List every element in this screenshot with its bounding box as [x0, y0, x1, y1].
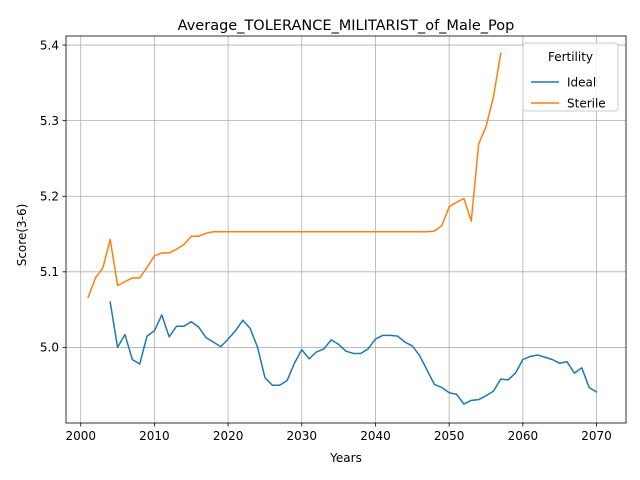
- y-tick-label: 5.4: [40, 38, 59, 52]
- y-tick-label: 5.1: [40, 265, 59, 279]
- series-line-ideal: [109, 301, 598, 405]
- plot-area: 2000 2010 2020 2030 2040 2050 2060 2070 5.0 5.1 5.…: [40, 35, 627, 443]
- legend-label-sterile: Sterile: [567, 96, 606, 110]
- x-tick-label: 2060: [508, 429, 539, 443]
- y-axis-label: Score(3-6): [15, 204, 29, 267]
- x-tick-label: 2030: [287, 429, 318, 443]
- x-tick-label: 2070: [581, 429, 612, 443]
- chart-title: Average_TOLERANCE_MILITARIST_of_Male_Pop: [178, 18, 515, 34]
- series-line-sterile: [87, 52, 502, 299]
- x-tick-label: 2040: [360, 429, 391, 443]
- legend-label-ideal: Ideal: [567, 75, 596, 89]
- y-tick-label: 5.3: [40, 114, 59, 128]
- x-tick-label: 2020: [213, 429, 244, 443]
- y-tick-label: 5.0: [40, 341, 59, 355]
- y-tick-label: 5.2: [40, 190, 59, 204]
- legend-title: Fertility: [548, 50, 593, 64]
- x-tick-label: 2000: [65, 429, 96, 443]
- x-tick-label: 2050: [434, 429, 465, 443]
- axes-frame: [65, 35, 627, 424]
- x-axis-label: Years: [329, 451, 362, 465]
- x-tick-label: 2010: [139, 429, 170, 443]
- legend-box: [522, 42, 619, 112]
